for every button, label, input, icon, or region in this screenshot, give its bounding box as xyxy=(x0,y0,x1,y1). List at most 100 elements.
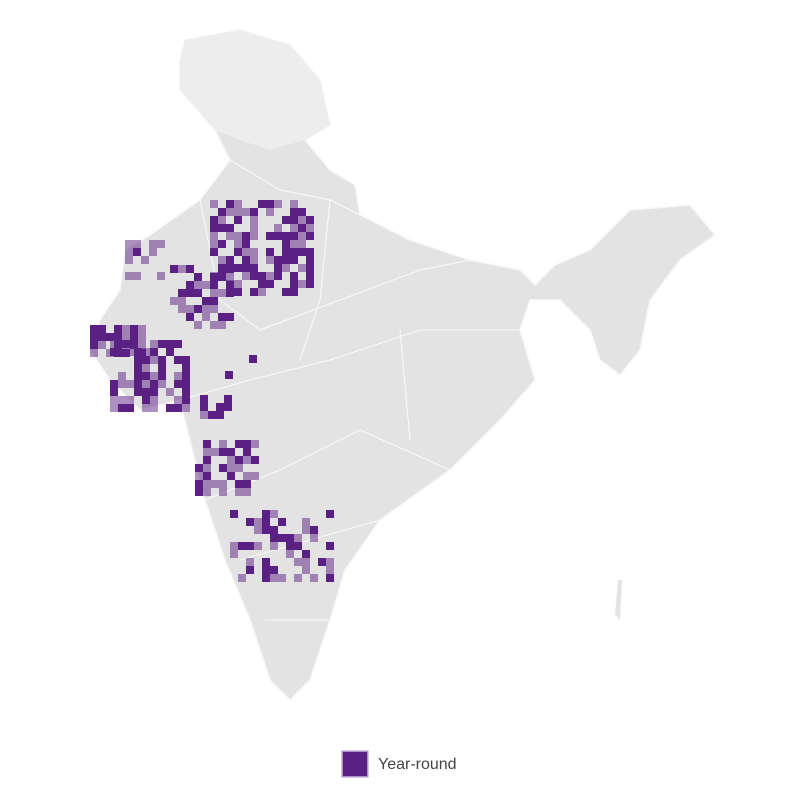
occurrence-cell xyxy=(174,356,182,364)
occurrence-cell xyxy=(258,280,266,288)
occurrence-cell xyxy=(158,380,166,388)
occurrence-cell xyxy=(278,518,286,526)
occurrence-cell xyxy=(234,200,242,208)
occurrence-cell xyxy=(278,534,286,542)
occurrence-cell xyxy=(182,388,190,396)
occurrence-cell xyxy=(234,264,242,272)
occurrence-cell xyxy=(270,574,278,582)
occurrence-cell xyxy=(182,396,190,404)
occurrence-cell xyxy=(134,348,142,356)
occurrence-cell xyxy=(142,404,150,412)
occurrence-cell xyxy=(194,289,202,297)
occurrence-cell xyxy=(125,240,133,248)
occurrence-cell xyxy=(203,488,211,496)
occurrence-cell xyxy=(178,297,186,305)
occurrence-cell xyxy=(266,248,274,256)
occurrence-cell xyxy=(226,273,234,281)
occurrence-cell xyxy=(286,534,294,542)
occurrence-cell xyxy=(249,355,257,363)
occurrence-cell xyxy=(310,574,318,582)
occurrence-cell xyxy=(219,440,227,448)
occurrence-cell xyxy=(110,396,118,404)
occurrence-cell xyxy=(226,265,234,273)
occurrence-cell xyxy=(157,272,165,280)
occurrence-cell xyxy=(200,395,208,403)
occurrence-cell xyxy=(150,380,158,388)
occurrence-cell xyxy=(243,456,251,464)
occurrence-cell xyxy=(218,289,226,297)
occurrence-cell xyxy=(98,333,106,341)
occurrence-cell xyxy=(194,273,202,281)
occurrence-cell xyxy=(266,208,274,216)
occurrence-cell xyxy=(194,321,202,329)
occurrence-cell xyxy=(235,464,243,472)
occurrence-cell xyxy=(166,388,174,396)
occurrence-cell xyxy=(224,395,232,403)
occurrence-cell xyxy=(210,321,218,329)
occurrence-cell xyxy=(262,558,270,566)
occurrence-cell xyxy=(202,297,210,305)
occurrence-cell xyxy=(274,264,282,272)
occurrence-cell xyxy=(290,288,298,296)
occurrence-cell xyxy=(302,526,310,534)
occurrence-cell xyxy=(178,305,186,313)
occurrence-cell xyxy=(182,364,190,372)
occurrence-cell xyxy=(130,333,138,341)
occurrence-cell xyxy=(262,510,270,518)
occurrence-cell xyxy=(310,526,318,534)
landmass xyxy=(89,29,717,702)
occurrence-cell xyxy=(250,224,258,232)
occurrence-cell xyxy=(110,348,118,356)
occurrence-cell xyxy=(250,248,258,256)
occurrence-cell xyxy=(203,456,211,464)
occurrence-cell xyxy=(110,340,118,348)
occurrence-cell xyxy=(210,224,218,232)
occurrence-cell xyxy=(226,281,234,289)
occurrence-cell xyxy=(262,526,270,534)
occurrence-cell xyxy=(306,272,314,280)
occurrence-cell xyxy=(282,248,290,256)
occurrence-cell xyxy=(262,518,270,526)
occurrence-cell xyxy=(211,480,219,488)
occurrence-cell xyxy=(235,488,243,496)
occurrence-cell xyxy=(290,248,298,256)
occurrence-cell xyxy=(251,440,259,448)
occurrence-cell xyxy=(254,518,262,526)
occurrence-cell xyxy=(219,448,227,456)
occurrence-cell xyxy=(142,380,150,388)
occurrence-cell xyxy=(298,208,306,216)
occurrence-cell xyxy=(258,272,266,280)
occurrence-cell xyxy=(182,380,190,388)
occurrence-cell xyxy=(298,264,306,272)
occurrence-cell xyxy=(149,240,157,248)
occurrence-cell xyxy=(234,232,242,240)
occurrence-cell xyxy=(243,448,251,456)
occurrence-cell xyxy=(310,534,318,542)
occurrence-cell xyxy=(266,280,274,288)
occurrence-cell xyxy=(219,480,227,488)
occurrence-cell xyxy=(118,396,126,404)
occurrence-cell xyxy=(262,566,270,574)
occurrence-cell xyxy=(194,305,202,313)
occurrence-cell xyxy=(90,349,98,357)
occurrence-cell xyxy=(118,372,126,380)
occurrence-cell xyxy=(203,472,211,480)
occurrence-cell xyxy=(158,356,166,364)
occurrence-cell xyxy=(290,208,298,216)
occurrence-cell xyxy=(170,265,178,273)
occurrence-cell xyxy=(133,272,141,280)
occurrence-cell xyxy=(274,272,282,280)
occurrence-cell xyxy=(142,356,150,364)
occurrence-cell xyxy=(126,380,134,388)
occurrence-cell xyxy=(218,321,226,329)
occurrence-cell xyxy=(290,224,298,232)
occurrence-cell xyxy=(266,200,274,208)
occurrence-cell xyxy=(203,448,211,456)
occurrence-cell xyxy=(203,464,211,472)
occurrence-cell xyxy=(326,542,334,550)
occurrence-cell xyxy=(250,288,258,296)
occurrence-cell xyxy=(234,248,242,256)
occurrence-cell xyxy=(226,200,234,208)
occurrence-cell xyxy=(218,240,226,248)
occurrence-cell xyxy=(182,404,190,412)
